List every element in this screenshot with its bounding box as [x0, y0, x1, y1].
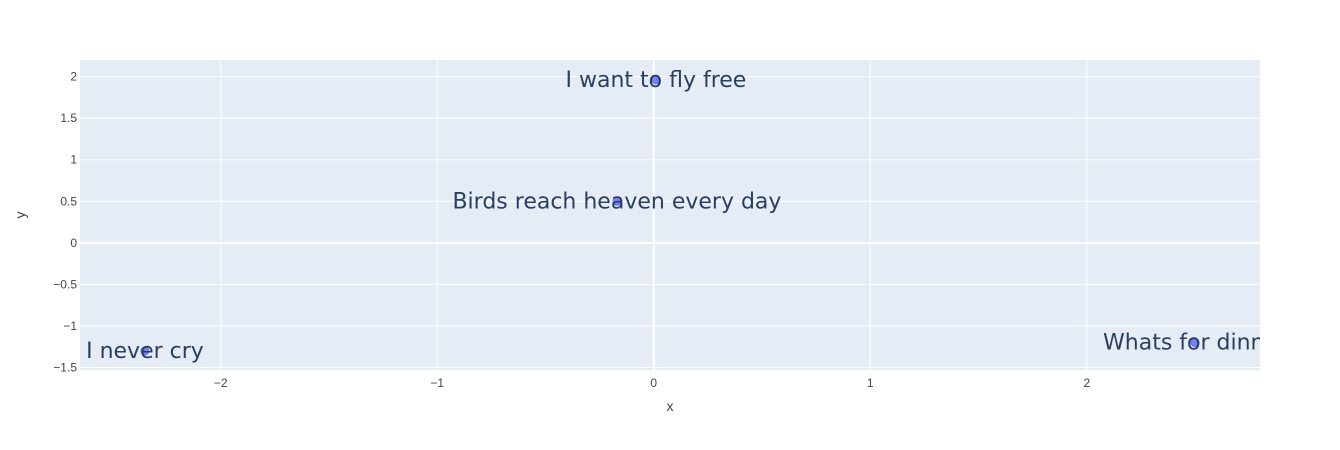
- x-tick-label: 1: [867, 376, 874, 390]
- plot-background: [80, 60, 1260, 370]
- y-tick-label: 0: [70, 236, 77, 250]
- data-point: [612, 196, 622, 206]
- y-tick-label: 1.5: [60, 111, 77, 125]
- x-tick-label: 0: [650, 376, 657, 390]
- y-tick-label: 2: [70, 70, 77, 84]
- y-tick-label: 1: [70, 153, 77, 167]
- data-layer: I want to fly free Birds reach heaven eve…: [86, 68, 1288, 364]
- grid-lines: [80, 60, 1260, 370]
- x-tick-label: 2: [1083, 376, 1090, 390]
- data-point-label: Birds reach heaven every day: [452, 189, 781, 214]
- y-axis-title: y: [12, 212, 28, 219]
- data-point-label: I want to fly free: [565, 68, 746, 93]
- tick-labels: −2 −1 0 1 2 −1.5 −1 −0.5 0 0.5 1 1.5 2: [53, 70, 1090, 390]
- data-point-label: Whats for dinner: [1103, 331, 1288, 356]
- data-point: [1190, 338, 1200, 348]
- y-tick-label: −1.5: [53, 361, 77, 375]
- x-tick-label: −2: [214, 376, 228, 390]
- x-tick-label: −1: [430, 376, 444, 390]
- x-axis-title: x: [667, 398, 674, 414]
- y-tick-label: −0.5: [53, 277, 77, 291]
- data-point: [651, 75, 661, 85]
- y-tick-label: −1: [63, 319, 77, 333]
- data-point: [140, 346, 150, 356]
- y-tick-label: 0.5: [60, 194, 77, 208]
- data-point-label: I never cry: [86, 339, 204, 364]
